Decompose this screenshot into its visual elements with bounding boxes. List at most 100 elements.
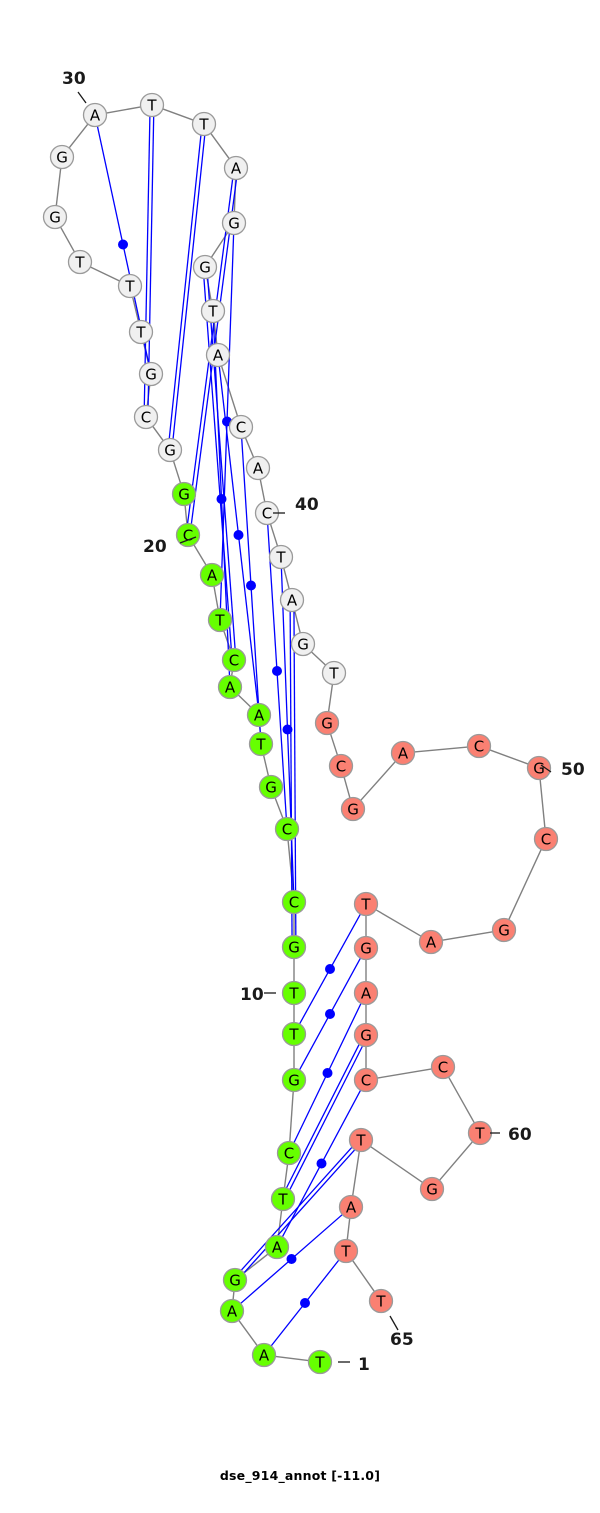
nucleotide-node[interactable]: T: [281, 1021, 307, 1047]
nucleotide-circle[interactable]: [281, 1067, 307, 1093]
nucleotide-node[interactable]: G: [314, 710, 340, 736]
nucleotide-node[interactable]: A: [205, 342, 231, 368]
nucleotide-circle[interactable]: [353, 980, 379, 1006]
nucleotide-circle[interactable]: [390, 740, 416, 766]
nucleotide-circle[interactable]: [222, 1267, 248, 1293]
nucleotide-circle[interactable]: [353, 1022, 379, 1048]
nucleotide-node[interactable]: C: [221, 647, 247, 673]
nucleotide-circle[interactable]: [207, 607, 233, 633]
nucleotide-circle[interactable]: [533, 826, 559, 852]
nucleotide-circle[interactable]: [42, 204, 68, 230]
nucleotide-node[interactable]: A: [82, 102, 108, 128]
nucleotide-node[interactable]: G: [353, 1022, 379, 1048]
nucleotide-node[interactable]: T: [248, 731, 274, 757]
nucleotide-circle[interactable]: [430, 1054, 456, 1080]
nucleotide-node[interactable]: G: [491, 917, 517, 943]
nucleotide-circle[interactable]: [281, 889, 307, 915]
nucleotide-circle[interactable]: [419, 1176, 445, 1202]
nucleotide-node[interactable]: T: [207, 607, 233, 633]
nucleotide-circle[interactable]: [138, 361, 164, 387]
nucleotide-node[interactable]: C: [281, 889, 307, 915]
nucleotide-circle[interactable]: [251, 1342, 277, 1368]
nucleotide-node[interactable]: T: [467, 1120, 493, 1146]
nucleotide-circle[interactable]: [340, 796, 366, 822]
nucleotide-node[interactable]: G: [171, 481, 197, 507]
nucleotide-node[interactable]: T: [139, 92, 165, 118]
nucleotide-node[interactable]: G: [281, 934, 307, 960]
nucleotide-circle[interactable]: [171, 481, 197, 507]
nucleotide-node[interactable]: A: [199, 562, 225, 588]
nucleotide-circle[interactable]: [314, 710, 340, 736]
nucleotide-circle[interactable]: [246, 702, 272, 728]
nucleotide-circle[interactable]: [82, 102, 108, 128]
nucleotide-circle[interactable]: [466, 733, 492, 759]
nucleotide-circle[interactable]: [353, 1067, 379, 1093]
nucleotide-circle[interactable]: [274, 816, 300, 842]
nucleotide-node[interactable]: C: [466, 733, 492, 759]
nucleotide-circle[interactable]: [228, 414, 254, 440]
nucleotide-node[interactable]: A: [245, 455, 271, 481]
nucleotide-node[interactable]: G: [290, 631, 316, 657]
nucleotide-node[interactable]: A: [217, 674, 243, 700]
nucleotide-circle[interactable]: [279, 587, 305, 613]
nucleotide-node[interactable]: A: [251, 1342, 277, 1368]
nucleotide-node[interactable]: C: [533, 826, 559, 852]
nucleotide-node[interactable]: G: [138, 361, 164, 387]
nucleotide-node[interactable]: T: [117, 273, 143, 299]
nucleotide-node[interactable]: T: [368, 1288, 394, 1314]
nucleotide-circle[interactable]: [191, 111, 217, 137]
nucleotide-circle[interactable]: [526, 755, 552, 781]
nucleotide-node[interactable]: A: [223, 155, 249, 181]
nucleotide-node[interactable]: T: [128, 319, 154, 345]
nucleotide-circle[interactable]: [321, 660, 347, 686]
nucleotide-node[interactable]: C: [328, 753, 354, 779]
nucleotide-node[interactable]: A: [353, 980, 379, 1006]
nucleotide-node[interactable]: C: [353, 1067, 379, 1093]
nucleotide-circle[interactable]: [205, 342, 231, 368]
nucleotide-circle[interactable]: [276, 1140, 302, 1166]
nucleotide-node[interactable]: T: [268, 544, 294, 570]
nucleotide-node[interactable]: C: [274, 816, 300, 842]
nucleotide-circle[interactable]: [133, 404, 159, 430]
nucleotide-circle[interactable]: [268, 544, 294, 570]
nucleotide-circle[interactable]: [199, 562, 225, 588]
nucleotide-node[interactable]: T: [307, 1349, 333, 1375]
nucleotide-node[interactable]: T: [270, 1186, 296, 1212]
nucleotide-node[interactable]: G: [221, 210, 247, 236]
nucleotide-node[interactable]: T: [321, 660, 347, 686]
nucleotide-circle[interactable]: [245, 455, 271, 481]
nucleotide-circle[interactable]: [368, 1288, 394, 1314]
nucleotide-node[interactable]: A: [390, 740, 416, 766]
nucleotide-node[interactable]: T: [353, 891, 379, 917]
nucleotide-node[interactable]: T: [67, 249, 93, 275]
nucleotide-node[interactable]: T: [333, 1238, 359, 1264]
nucleotide-circle[interactable]: [333, 1238, 359, 1264]
nucleotide-circle[interactable]: [290, 631, 316, 657]
nucleotide-node[interactable]: G: [49, 144, 75, 170]
nucleotide-circle[interactable]: [264, 1234, 290, 1260]
nucleotide-circle[interactable]: [281, 1021, 307, 1047]
nucleotide-circle[interactable]: [175, 522, 201, 548]
nucleotide-circle[interactable]: [418, 929, 444, 955]
nucleotide-node[interactable]: C: [276, 1140, 302, 1166]
nucleotide-circle[interactable]: [67, 249, 93, 275]
nucleotide-node[interactable]: A: [338, 1194, 364, 1220]
nucleotide-circle[interactable]: [248, 731, 274, 757]
nucleotide-circle[interactable]: [491, 917, 517, 943]
nucleotide-node[interactable]: A: [219, 1298, 245, 1324]
nucleotide-node[interactable]: C: [133, 404, 159, 430]
nucleotide-node[interactable]: G: [526, 755, 552, 781]
nucleotide-node[interactable]: G: [157, 437, 183, 463]
nucleotide-node[interactable]: T: [348, 1127, 374, 1153]
nucleotide-circle[interactable]: [258, 774, 284, 800]
nucleotide-node[interactable]: C: [175, 522, 201, 548]
nucleotide-node[interactable]: G: [192, 254, 218, 280]
nucleotide-node[interactable]: T: [200, 298, 226, 324]
nucleotide-circle[interactable]: [353, 891, 379, 917]
nucleotide-node[interactable]: G: [419, 1176, 445, 1202]
nucleotide-node[interactable]: A: [279, 587, 305, 613]
nucleotide-circle[interactable]: [307, 1349, 333, 1375]
nucleotide-node[interactable]: A: [418, 929, 444, 955]
nucleotide-circle[interactable]: [328, 753, 354, 779]
nucleotide-circle[interactable]: [219, 1298, 245, 1324]
